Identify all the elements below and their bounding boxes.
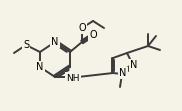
Text: O: O: [89, 30, 97, 40]
Text: N: N: [36, 62, 44, 72]
Text: N: N: [119, 68, 127, 78]
Text: S: S: [23, 40, 29, 50]
Text: NH: NH: [66, 73, 80, 82]
Text: N: N: [130, 60, 138, 70]
Text: N: N: [51, 37, 59, 47]
Text: O: O: [78, 23, 86, 33]
